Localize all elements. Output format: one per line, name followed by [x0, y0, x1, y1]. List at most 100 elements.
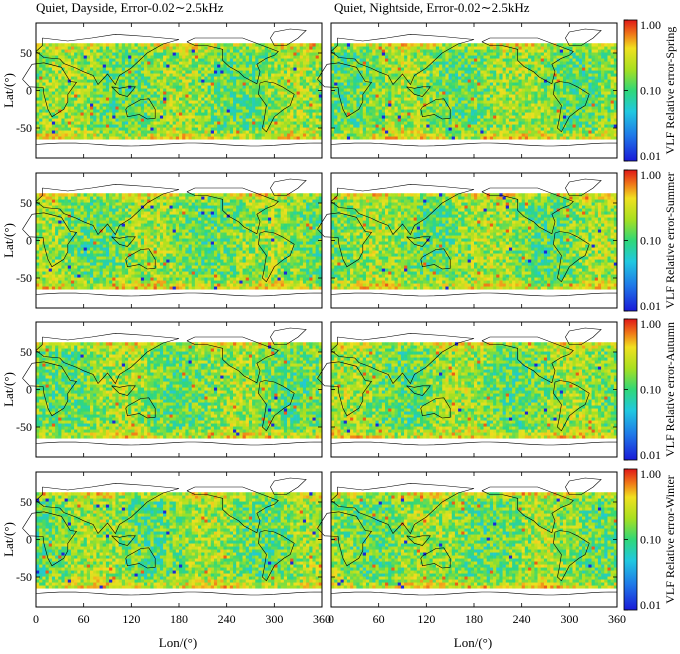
antarctica-coast	[330, 142, 618, 147]
coastline	[420, 397, 451, 419]
coastline	[481, 187, 574, 235]
heatmap-cells	[36, 193, 323, 290]
coastline	[565, 327, 602, 345]
coastline	[186, 336, 279, 384]
heatmap-cells	[36, 43, 323, 140]
y-tick-label: -50	[16, 271, 32, 285]
coastline	[330, 33, 475, 86]
heatmap-cells	[331, 193, 618, 290]
coastline	[553, 231, 590, 283]
coastline	[330, 482, 475, 535]
y-axis-label: Lat/(°)	[1, 522, 16, 557]
coastline	[186, 187, 279, 235]
coastlines	[317, 178, 618, 297]
colorbar-tick-label: 0.10	[640, 84, 661, 98]
x-tick-label: 120	[417, 612, 435, 626]
column-title-dayside: Quiet, Dayside, Error-0.02∼2.5kHz	[36, 0, 224, 15]
coastline	[481, 336, 574, 384]
coastline	[406, 535, 431, 546]
coastline	[111, 236, 136, 247]
heatmap-cells	[331, 43, 618, 140]
x-tick-label: 60	[78, 612, 90, 626]
coastline	[125, 248, 156, 270]
colorbar-tick-label: 0.01	[640, 598, 661, 612]
coastline	[258, 530, 295, 582]
coastline	[481, 486, 574, 534]
coastlines	[22, 477, 323, 596]
coastline	[270, 327, 307, 345]
y-axis-label: Lat/(°)	[1, 372, 16, 407]
coastline	[565, 178, 602, 196]
colorbar-label: VLF Relative error-Winter	[663, 475, 677, 604]
x-axis-label-left: Lon/(°)	[159, 635, 197, 650]
coastline	[258, 231, 295, 283]
x-tick-label: 360	[313, 612, 331, 626]
x-axis-label-right: Lon/(°)	[454, 635, 492, 650]
x-tick-label: 0	[33, 612, 39, 626]
antarctica-coast	[330, 292, 618, 297]
coastline	[111, 535, 136, 546]
coastlines	[22, 28, 323, 147]
colorbar-tick-label: 1.00	[640, 18, 661, 32]
coastline	[22, 361, 78, 417]
map-panel-summer-night	[317, 172, 618, 309]
heatmap-cells	[36, 492, 323, 589]
y-tick-label: 0	[26, 533, 32, 547]
coastline	[420, 248, 451, 270]
coastline	[317, 511, 373, 567]
coastline	[565, 477, 602, 495]
y-tick-label: -50	[16, 570, 32, 584]
colorbar-label: VLF Relative error-Summer	[663, 172, 677, 308]
antarctica-coast	[35, 292, 323, 297]
y-tick-label: -50	[16, 420, 32, 434]
y-tick-label: 50	[20, 495, 32, 509]
colorbar-tick-label: 1.00	[640, 467, 661, 481]
colorbar-tick-label: 0.01	[640, 149, 661, 163]
coastline	[186, 486, 279, 534]
map-panel-autumn-night	[317, 321, 618, 458]
coastline	[330, 332, 475, 385]
coastline	[111, 385, 136, 396]
y-tick-label: 0	[26, 84, 32, 98]
colorbar-autumn: 1.00 0.10 0.01 VLF Relative error-Autumn	[623, 317, 677, 462]
coastline	[125, 98, 156, 120]
map-panel-winter-night: 0 60 120 180 240 300 360	[317, 471, 626, 626]
y-tick-label: 50	[20, 345, 32, 359]
colorbar-label: VLF Relative error-Autumn	[663, 322, 677, 457]
coastline	[317, 62, 373, 118]
coastlines	[317, 327, 618, 446]
x-tick-label: 180	[465, 612, 483, 626]
coastline	[35, 332, 180, 385]
coastline	[406, 236, 431, 247]
x-tick-label: 120	[122, 612, 140, 626]
colorbar-tick-label: 0.10	[640, 234, 661, 248]
coastline	[125, 547, 156, 569]
coastline	[35, 482, 180, 535]
y-tick-label: 50	[20, 196, 32, 210]
y-tick-label: 50	[20, 46, 32, 60]
coastline	[481, 37, 574, 85]
heatmap-cells	[331, 492, 618, 589]
x-tick-label: 0	[328, 612, 334, 626]
antarctica-coast	[35, 142, 323, 147]
coastline	[553, 380, 590, 432]
coastline	[258, 380, 295, 432]
antarctica-coast	[35, 591, 323, 596]
y-axis-label: Lat/(°)	[1, 223, 16, 258]
coastline	[35, 33, 180, 86]
y-axis-label: Lat/(°)	[1, 73, 16, 108]
y-tick-label: 0	[26, 383, 32, 397]
coastline	[406, 385, 431, 396]
column-title-nightside: Quiet, Nightside, Error-0.02∼2.5kHz	[334, 0, 530, 15]
colorbar-tick-label: 0.10	[640, 383, 661, 397]
colorbar-tick-label: 1.00	[640, 168, 661, 182]
colorbar-summer: 1.00 0.10 0.01 VLF Relative error-Summer	[623, 168, 677, 313]
x-tick-label: 240	[218, 612, 236, 626]
coastline	[553, 530, 590, 582]
y-tick-label: -50	[16, 121, 32, 135]
